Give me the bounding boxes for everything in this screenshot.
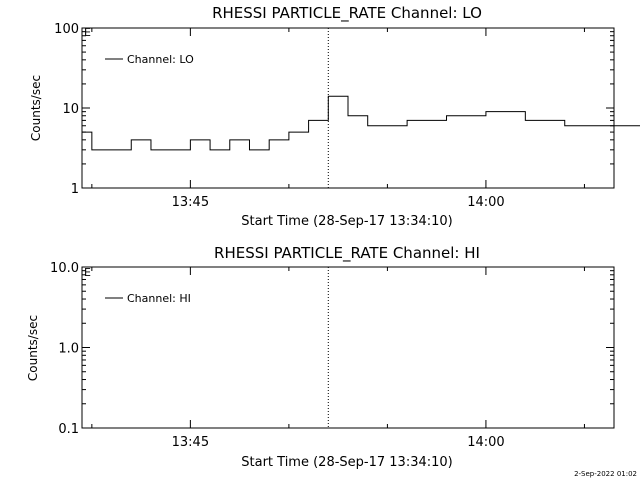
event-markers: E — [327, 267, 329, 428]
x-tick-label: 13:45 — [172, 195, 209, 210]
chart-title: RHESSI PARTICLE_RATE Channel: HI — [214, 244, 480, 263]
data-series — [81, 95, 640, 151]
y-tick-label: 0.1 — [58, 422, 79, 437]
chart-title: RHESSI PARTICLE_RATE Channel: LO — [212, 4, 482, 23]
generated-timestamp: 2-Sep-2022 01:02 — [574, 470, 637, 478]
x-tick-label: 14:00 — [467, 435, 504, 450]
hi-channel-panel: RHESSI PARTICLE_RATE Channel: HI Counts/… — [26, 244, 615, 470]
y-axis-label: Counts/sec — [26, 315, 40, 381]
corner-label: E — [84, 266, 91, 279]
y-axis-label: Counts/sec — [29, 75, 43, 141]
x-axis-label: Start Time (28-Sep-17 13:34:10) — [241, 455, 452, 470]
y-tick-label: 10.0 — [50, 261, 79, 276]
corner-label: E — [84, 26, 91, 39]
y-tick-label: 1 — [71, 182, 79, 197]
y-ticks: 1 10 100 — [54, 22, 614, 197]
y-tick-label: 1.0 — [58, 342, 79, 357]
x-tick-label: 13:45 — [172, 435, 209, 450]
lo-channel-series-line — [81, 95, 640, 151]
y-ticks: 0.1 1.0 10.0 — [50, 261, 614, 437]
x-axis-label: Start Time (28-Sep-17 13:34:10) — [241, 214, 452, 229]
event-markers: E — [327, 28, 329, 188]
x-tick-label: 14:00 — [467, 195, 504, 210]
y-tick-label: 100 — [54, 22, 79, 37]
lo-channel-panel: RHESSI PARTICLE_RATE Channel: LO Counts/… — [29, 4, 640, 229]
legend-entry: Channel: HI — [127, 292, 191, 305]
y-tick-label: 10 — [62, 102, 79, 117]
legend-entry: Channel: LO — [127, 53, 194, 66]
